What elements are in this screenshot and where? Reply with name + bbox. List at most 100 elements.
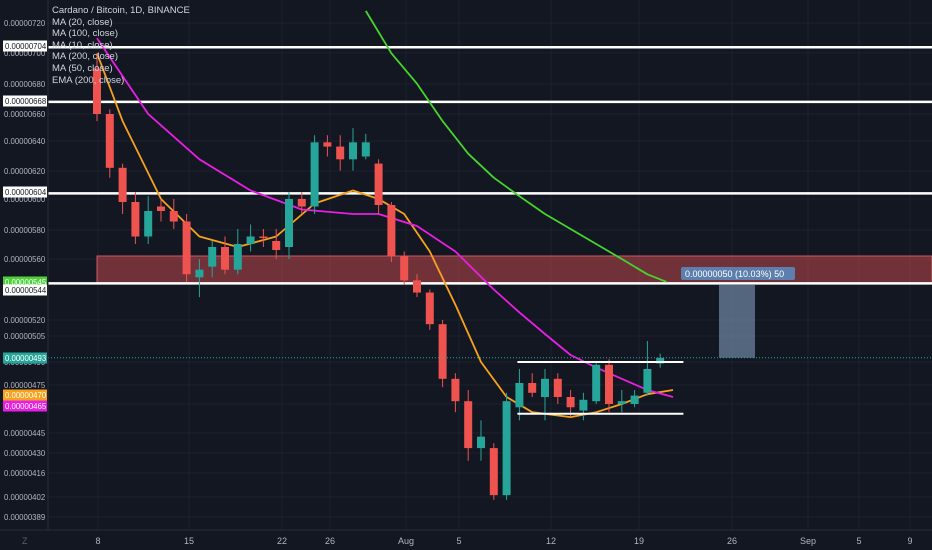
- price-axis-label-text: 0.00000668: [5, 97, 46, 106]
- candle-body: [361, 142, 370, 157]
- time-tick-label: 8: [95, 536, 100, 546]
- price-axis-label-text: 0.00000465: [5, 402, 47, 411]
- price-tick-label: 0.00000680: [4, 80, 46, 89]
- candle-body: [387, 205, 396, 256]
- price-tick-label: 0.00000640: [4, 137, 46, 146]
- candle-body: [579, 399, 588, 411]
- measure-label: 0.00000050 (10.03%) 50: [685, 269, 784, 279]
- price-axis-label: [3, 40, 47, 52]
- candle-body: [233, 244, 242, 270]
- candle-body: [246, 236, 255, 244]
- price-tick-label: 0.00000580: [4, 226, 46, 235]
- candle-body: [182, 221, 191, 275]
- candle-body: [169, 211, 178, 222]
- candle-body: [464, 401, 473, 449]
- candle-body: [553, 378, 562, 397]
- candle-body: [413, 280, 421, 293]
- candle-body: [566, 397, 575, 408]
- moving-average-line: [365, 10, 667, 283]
- candle-body: [208, 247, 217, 267]
- price-tick-label: 0.00000560: [4, 255, 46, 264]
- horizontal-levels[interactable]: [48, 46, 932, 285]
- price-axis-label: [3, 389, 47, 401]
- time-tick-label: 26: [727, 536, 737, 546]
- time-tick-label: 26: [325, 536, 335, 546]
- time-axis[interactable]: 8 15 22 26 Aug 5 12 19 26 Sep 5 9: [95, 536, 912, 546]
- candle-body: [528, 383, 537, 393]
- candle-body: [515, 383, 524, 408]
- candle-body: [630, 395, 639, 404]
- time-tick-label: 15: [184, 536, 194, 546]
- measure-label-bg: [681, 267, 795, 280]
- candle-body: [118, 167, 127, 202]
- price-tick-label: 0.00000520: [4, 316, 46, 325]
- price-tick-label: 0.00000660: [4, 110, 46, 119]
- time-tick-label: Sep: [800, 536, 816, 546]
- time-axis-panel: [0, 530, 932, 550]
- price-tick-label: 0.00000720: [4, 19, 46, 28]
- candle-body: [451, 378, 460, 402]
- measure-tool[interactable]: 0.00000050 (10.03%) 50: [681, 267, 795, 358]
- candle-body: [643, 369, 652, 393]
- candle-body: [605, 364, 613, 404]
- price-axis-label-text: 0.00000704: [5, 42, 47, 51]
- price-axis-panel: [0, 0, 48, 530]
- candle-body: [592, 364, 601, 402]
- price-axis-label: [3, 352, 47, 364]
- candle-body: [297, 199, 306, 207]
- time-tick-label: 19: [634, 536, 644, 546]
- price-axis-label-text: 0.00000604: [5, 188, 47, 197]
- measure-rect[interactable]: [719, 284, 755, 358]
- price-tick-label: 0.00000430: [4, 449, 46, 458]
- price-axis-label-text: 0.00000493: [5, 354, 46, 363]
- time-tick-label: 5: [456, 536, 461, 546]
- price-axis-label: [3, 284, 47, 296]
- candle-body: [541, 378, 549, 397]
- price-axis-label: [3, 95, 47, 107]
- price-tick-label: 0.00000505: [4, 332, 46, 341]
- time-tick-label: 22: [277, 536, 287, 546]
- price-axis-labels: 0.00000704 0.00000668 0.00000604 0.00000545…: [3, 40, 47, 412]
- candle-body: [400, 256, 409, 281]
- time-tick-label: 5: [856, 536, 861, 546]
- candle-body: [656, 357, 665, 364]
- candle-body: [131, 202, 140, 237]
- price-axis-label: [3, 186, 47, 198]
- price-axis-label: [3, 276, 47, 288]
- candle-body: [195, 269, 204, 278]
- time-tick-label: 9: [907, 536, 912, 546]
- scale-toggle-button[interactable]: Z: [22, 536, 28, 546]
- candles: [93, 53, 665, 500]
- candle-body: [272, 241, 281, 250]
- time-tick-label: Aug: [398, 536, 414, 546]
- range-box[interactable]: [517, 361, 684, 415]
- candle-body: [349, 142, 357, 160]
- price-tick-label: 0.00000700: [4, 49, 46, 58]
- price-axis-label-text: 0.00000545: [5, 278, 47, 287]
- candle-body: [323, 142, 332, 147]
- candle-body: [477, 436, 485, 449]
- candle-body: [438, 324, 447, 379]
- candle-body: [157, 206, 165, 211]
- price-tick-label: 0.00000445: [4, 429, 46, 438]
- candle-body: [489, 448, 498, 496]
- candle-body: [374, 163, 383, 205]
- candle-body: [259, 236, 268, 238]
- price-tick-label: 0.00000600: [4, 195, 46, 204]
- candle-body: [310, 142, 319, 207]
- candle-body: [285, 199, 293, 247]
- candle-body: [105, 114, 114, 168]
- price-tick-label: 0.00000416: [4, 469, 45, 478]
- candle-body: [221, 247, 229, 270]
- candle-body: [144, 211, 153, 237]
- moving-average-line: [96, 37, 674, 398]
- candle-body: [502, 401, 511, 496]
- price-tick-label: 0.00000475: [4, 381, 46, 390]
- price-tick-label: 0.00000402: [4, 493, 45, 502]
- price-axis-label-text: 0.00000544: [5, 286, 47, 295]
- candle-body: [617, 401, 626, 404]
- price-axis-label-text: 0.00000470: [5, 391, 47, 400]
- price-tick-label: 0.00000389: [4, 513, 45, 522]
- price-tick-label: 0.00000620: [4, 167, 46, 176]
